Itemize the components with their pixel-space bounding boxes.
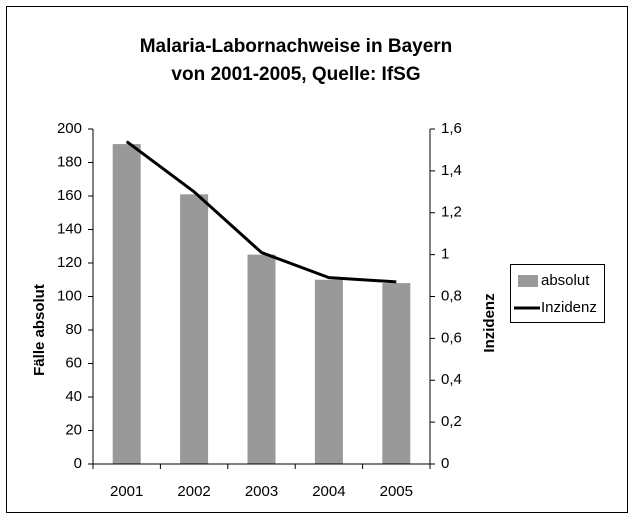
- y2-tick-label: 1,4: [441, 162, 462, 179]
- y2-tick-label: 1: [441, 246, 449, 263]
- legend-label: Inzidenz: [541, 299, 597, 316]
- y-tick-label: 0: [74, 455, 82, 472]
- x-tick-label: 2004: [312, 483, 345, 500]
- chart-title: Malaria-Labornachweise in Bayern: [140, 36, 453, 57]
- y-tick-label: 80: [65, 321, 82, 338]
- y-tick-label: 60: [65, 354, 82, 371]
- y-tick-label: 180: [57, 153, 82, 170]
- y-tick-label: 100: [57, 287, 82, 304]
- x-tick-label: 2001: [110, 483, 143, 500]
- legend-swatch: [518, 275, 538, 287]
- y2-tick-label: 1,2: [441, 204, 462, 221]
- bar: [112, 144, 141, 464]
- y2-tick-label: 0,6: [441, 329, 462, 346]
- y2-tick-label: 0,2: [441, 413, 462, 430]
- y-tick-label: 20: [65, 421, 82, 438]
- y-tick-label: 120: [57, 254, 82, 271]
- x-tick-label: 2003: [245, 483, 278, 500]
- y-tick-label: 160: [57, 187, 82, 204]
- chart-subtitle: von 2001-2005, Quelle: IfSG: [171, 64, 420, 85]
- y2-tick-label: 1,6: [441, 120, 462, 137]
- bar: [180, 194, 209, 464]
- legend-label: absolut: [541, 272, 590, 289]
- line: [125, 140, 397, 284]
- y2-tick-label: 0,4: [441, 371, 462, 388]
- x-tick-label: 2002: [177, 483, 210, 500]
- y-tick-label: 200: [57, 120, 82, 137]
- bar: [247, 254, 276, 464]
- bar: [314, 279, 343, 464]
- legend-box: [510, 264, 605, 323]
- y2-tick-label: 0: [441, 455, 449, 472]
- y2-axis-label: Inzidenz: [481, 293, 498, 352]
- y-tick-label: 140: [57, 220, 82, 237]
- x-tick-label: 2005: [380, 483, 413, 500]
- y-axis-label: Fälle absolut: [31, 284, 48, 376]
- bar: [382, 283, 411, 464]
- y2-tick-label: 0,8: [441, 287, 462, 304]
- y-tick-label: 40: [65, 388, 82, 405]
